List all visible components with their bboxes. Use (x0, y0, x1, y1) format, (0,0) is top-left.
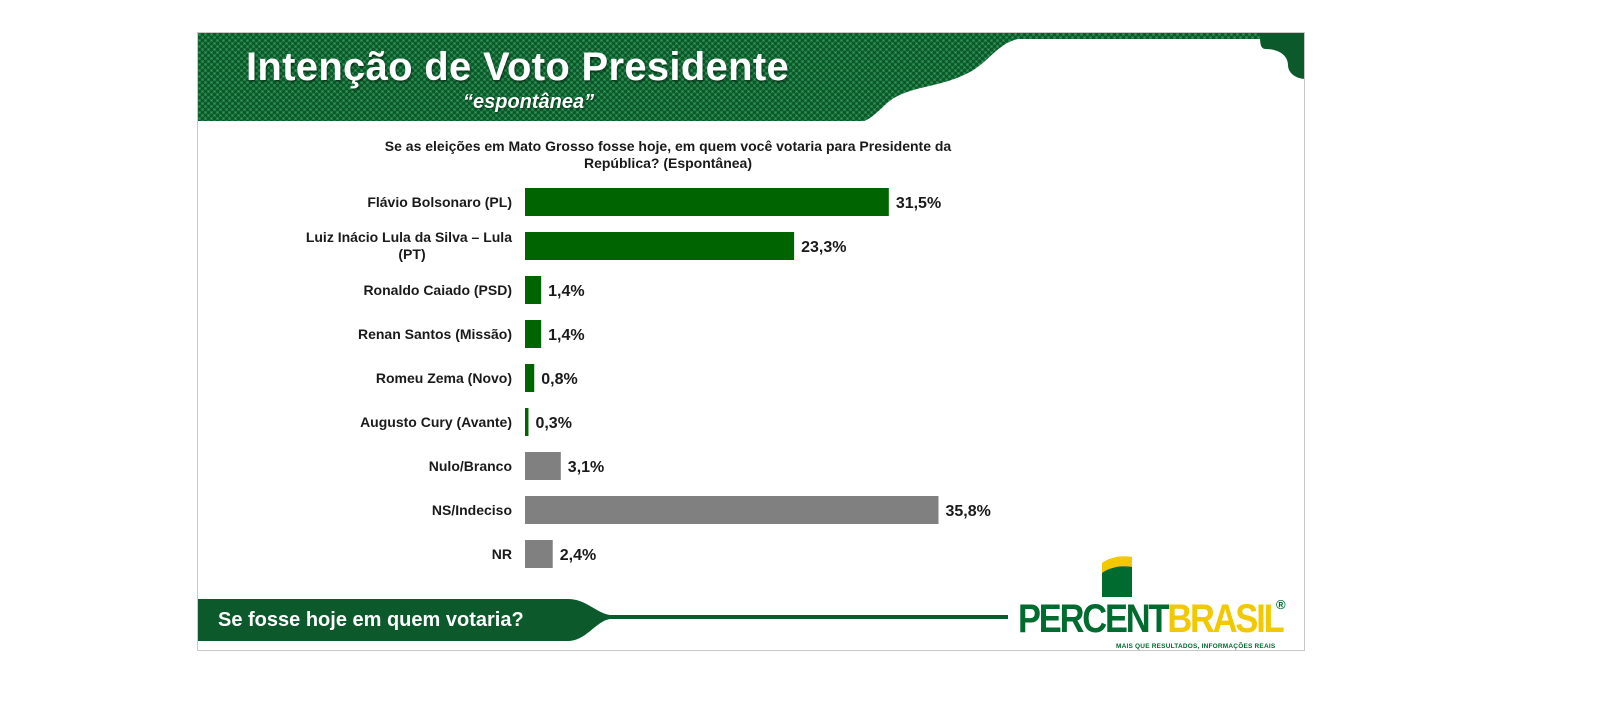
data-label-8: 2,4% (560, 547, 596, 564)
page-subtitle: “espontânea” (463, 91, 595, 113)
brand-name: PERCENTBRASIL (1018, 597, 1285, 642)
footer-band (198, 599, 1008, 641)
footer-caption: Se fosse hoje em quem votaria? (218, 609, 524, 631)
bar-4 (525, 364, 535, 392)
bar-8 (525, 540, 553, 568)
header-band (198, 33, 1304, 121)
category-label-4: Romeu Zema (Novo) (376, 370, 512, 386)
data-label-7: 35,8% (945, 503, 990, 520)
bar-5 (525, 408, 529, 436)
data-label-5: 0,3% (535, 415, 571, 432)
bar-2 (525, 276, 542, 304)
brand-name-part2: BRASIL (1167, 597, 1284, 641)
page-title: Intenção de Voto Presidente (246, 45, 790, 89)
bar-7 (525, 496, 939, 524)
data-label-4: 0,8% (541, 371, 577, 388)
slide: Intenção de Voto Presidente “espontânea”… (197, 32, 1305, 651)
bar-0 (525, 188, 889, 216)
brand-registered-mark: ® (1276, 597, 1286, 612)
bar-6 (525, 452, 561, 480)
category-label-0: Flávio Bolsonaro (PL) (367, 194, 512, 210)
category-label-8: NR (492, 546, 512, 562)
data-label-1: 23,3% (801, 239, 846, 256)
category-label-5: Augusto Cury (Avante) (360, 414, 512, 430)
category-label-3: Renan Santos (Missão) (358, 326, 512, 342)
data-label-0: 31,5% (896, 195, 941, 212)
category-label-7: NS/Indeciso (432, 502, 512, 518)
bar-1 (525, 232, 795, 260)
data-label-3: 1,4% (548, 327, 584, 344)
category-label-2: Ronaldo Caiado (PSD) (363, 282, 512, 298)
category-label-6: Nulo/Branco (429, 458, 512, 474)
data-label-2: 1,4% (548, 283, 584, 300)
survey-question: Se as eleições em Mato Grosso fosse hoje… (384, 138, 952, 171)
brand-logo: PERCENTBRASIL ® MAIS QUE RESULTADOS, INF… (1018, 553, 1298, 650)
category-label-1: Luiz Inácio Lula da Silva – Lula (PT) (306, 229, 512, 262)
brand-flag-icon (1102, 556, 1132, 597)
bar-chart: 31,5% Flávio Bolsonaro (PL) 23,3% Luiz Inác… (306, 188, 991, 568)
brand-name-part1: PERCENT (1018, 597, 1169, 641)
brand-tagline: MAIS QUE RESULTADOS, INFORMAÇÕES REAIS (1116, 643, 1276, 650)
bar-3 (525, 320, 542, 348)
data-label-6: 3,1% (568, 459, 604, 476)
